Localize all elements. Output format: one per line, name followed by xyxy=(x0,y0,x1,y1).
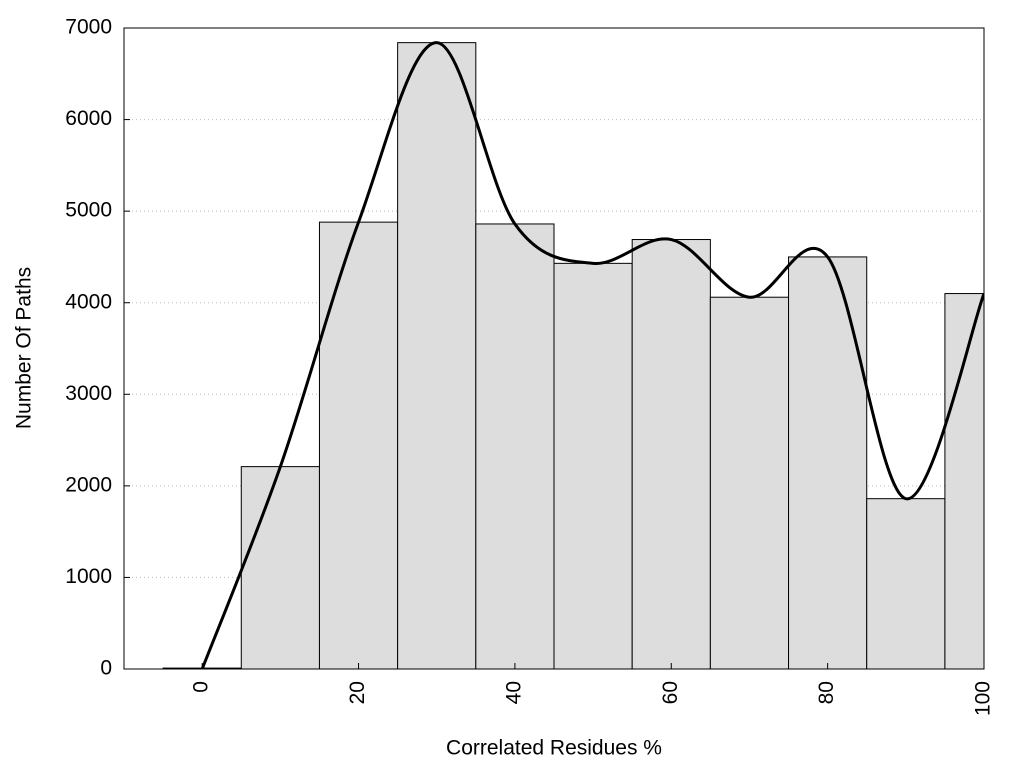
bar xyxy=(318,221,399,669)
bar xyxy=(866,498,946,669)
y-tick-label: 7000 xyxy=(65,16,112,39)
y-tick-label: 1000 xyxy=(65,565,112,588)
x-tick-label: 20 xyxy=(346,681,369,704)
bar xyxy=(240,466,320,669)
plot-frame xyxy=(123,27,985,670)
y-tick-label: 0 xyxy=(100,657,112,680)
bar xyxy=(631,239,711,669)
y-tick-label: 6000 xyxy=(65,107,112,130)
bar xyxy=(553,262,633,669)
x-axis-label: Correlated Residues % xyxy=(446,737,662,760)
x-tick-label: 40 xyxy=(502,681,525,704)
labels: 0 1000 2000 3000 4000 5000 6000 7000 0 20 40 60 80 10… xyxy=(65,16,994,717)
y-tick-label: 2000 xyxy=(65,473,112,496)
y-tick-label: 3000 xyxy=(65,382,112,405)
bar xyxy=(788,256,868,669)
curve-layer xyxy=(200,41,984,669)
y-tick-label: 5000 xyxy=(65,199,112,222)
x-tick-label: 80 xyxy=(815,681,838,704)
bar xyxy=(397,42,477,669)
y-axis-label: Number Of Paths xyxy=(13,267,36,429)
x-tick-label: 100 xyxy=(972,681,995,716)
y-tick-label: 4000 xyxy=(65,290,112,313)
bar xyxy=(709,296,790,669)
bar xyxy=(475,223,555,669)
x-tick-label: 0 xyxy=(190,681,213,693)
x-tick-label: 60 xyxy=(659,681,682,704)
density-curve xyxy=(200,41,984,669)
